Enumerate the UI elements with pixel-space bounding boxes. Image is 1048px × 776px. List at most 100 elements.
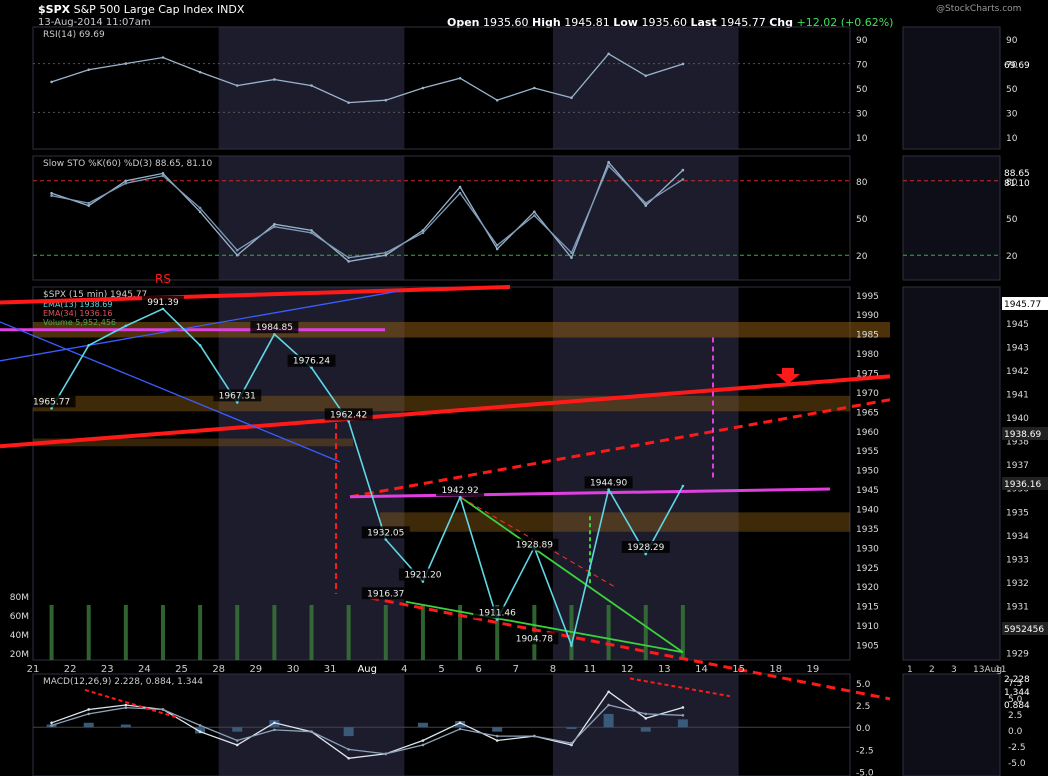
macd-line-1-point xyxy=(347,748,350,751)
macd-histogram-bar xyxy=(566,727,577,729)
price-line-point xyxy=(50,407,53,410)
price-legend-item: EMA(13) 1938.69 xyxy=(43,300,112,309)
macd-histogram-bar xyxy=(195,727,206,734)
price-data-label: 1904.78 xyxy=(516,634,553,644)
volume-bar xyxy=(160,605,165,660)
price-line-point xyxy=(310,366,313,369)
rsi-line-point xyxy=(161,56,165,59)
sto-ytick: 20 xyxy=(856,252,868,262)
rsi-line-point xyxy=(124,62,128,65)
price-ytick: 1915 xyxy=(856,603,879,613)
price-line-point xyxy=(124,324,128,328)
macd-line-1 xyxy=(51,704,683,755)
macd-line-1-point xyxy=(198,724,202,727)
macd-histogram-bar xyxy=(83,722,94,728)
rsi-line-point xyxy=(458,76,462,80)
week-band-sto-0 xyxy=(218,156,405,280)
sto-line-0-point xyxy=(161,172,165,175)
price-label-box xyxy=(436,484,485,497)
sto-line-1-point xyxy=(50,194,53,197)
side-price-ytick: 1933 xyxy=(1006,555,1029,565)
volume-bar xyxy=(420,605,425,660)
volume-tick: 80M xyxy=(10,593,29,603)
price-label-box xyxy=(287,354,336,367)
price-xlabel: 30 xyxy=(287,664,300,675)
macd-histogram-bar xyxy=(232,727,243,732)
rs-neckline xyxy=(0,285,511,305)
volume-bar xyxy=(235,605,240,660)
red-rising-dashed xyxy=(459,496,614,587)
price-ytick: 1935 xyxy=(856,525,879,535)
datetime: 13-Aug-2014 11:07am xyxy=(38,17,151,28)
macd-side-ytick: 5.0 xyxy=(1008,695,1023,705)
blue-rising-line xyxy=(0,290,401,362)
macd-histogram-bar xyxy=(120,724,131,728)
side-panel-frame-macd xyxy=(902,673,1001,776)
sto-line-0-point xyxy=(384,253,388,257)
price-ytick: 1960 xyxy=(856,428,879,438)
open-label: Open xyxy=(447,16,480,29)
macd-line-1-point xyxy=(533,734,536,738)
rsi-side-ytick: 70 xyxy=(1006,61,1018,71)
price-data-label: 991.39 xyxy=(147,298,179,308)
price-ytick: 1995 xyxy=(856,292,879,302)
side-price-ytick: 1940 xyxy=(1006,414,1029,424)
price-label-box xyxy=(213,389,262,402)
macd-line-0-point xyxy=(87,708,91,711)
side-price-value: 1936.16 xyxy=(1004,480,1041,490)
rsi-ytick: 90 xyxy=(856,36,868,46)
week-band-macd-1 xyxy=(552,674,739,776)
macd-side-value: 0.884 xyxy=(1004,701,1030,711)
price-ytick: 1905 xyxy=(856,641,879,651)
volume-bar xyxy=(123,605,128,660)
week-band-rsi-1 xyxy=(552,27,739,149)
price-line-point xyxy=(644,552,648,556)
side-price-ytick: 1941 xyxy=(1006,391,1029,401)
rsi-ytick: 50 xyxy=(856,85,868,95)
macd-line-1-point xyxy=(644,712,648,716)
red-down-arrow-icon xyxy=(776,368,800,384)
rs-label: RS xyxy=(155,272,171,286)
price-data-label: 1916.37 xyxy=(367,589,404,599)
volume-tick: 20M xyxy=(10,650,29,660)
price-line-point xyxy=(161,307,165,311)
support-zone xyxy=(380,512,850,532)
chart-symbol-line: $SPX S&P 500 Large Cap Index INDX xyxy=(38,3,244,16)
macd-line-0-point xyxy=(50,721,53,725)
sto-line-1-point xyxy=(607,164,610,168)
side-panel-frame-price xyxy=(902,286,1001,661)
sto-line-0-point xyxy=(570,256,573,259)
sto-title: Slow STO %K(60) %D(3) 88.65, 81.10 xyxy=(43,159,213,169)
macd-histogram-bar xyxy=(455,721,466,728)
side-price-ytick: 1935 xyxy=(1006,508,1029,518)
high-value: 1945.81 xyxy=(564,16,610,29)
price-xlabel: 21 xyxy=(27,664,40,675)
side-price-ytick: 1945 xyxy=(1006,320,1029,330)
price-xlabel: 22 xyxy=(64,664,77,675)
resistance-zone-upper xyxy=(33,321,890,338)
sto-line-0 xyxy=(51,160,684,263)
price-data-label: 1928.29 xyxy=(627,543,664,553)
rsi-title: RSI(14) 69.69 xyxy=(43,30,105,40)
sto-line-0-point xyxy=(607,160,610,164)
volume-bar xyxy=(86,605,91,660)
side-price-xlabel: 2 xyxy=(929,665,935,675)
volume-bar xyxy=(272,605,277,660)
price-data-label: 1976.24 xyxy=(293,357,330,367)
sto-line-0-point xyxy=(198,210,202,214)
open-value: 1935.60 xyxy=(483,16,529,29)
macd-histogram-bar xyxy=(603,713,614,728)
price-ytick: 1940 xyxy=(856,505,879,515)
low-value: 1935.60 xyxy=(641,16,687,29)
macd-side-ytick: -5.0 xyxy=(1008,759,1026,769)
macd-line-0-point xyxy=(235,743,239,747)
side-price-value: 1938.69 xyxy=(1004,430,1041,440)
week-band-price-1 xyxy=(552,287,739,660)
sto-line-1-point xyxy=(310,231,313,235)
sto-line-0-point xyxy=(421,229,425,232)
macd-line-0-point xyxy=(681,706,685,709)
green-wedge-top xyxy=(459,496,684,653)
sto-line-0-point xyxy=(644,204,648,207)
